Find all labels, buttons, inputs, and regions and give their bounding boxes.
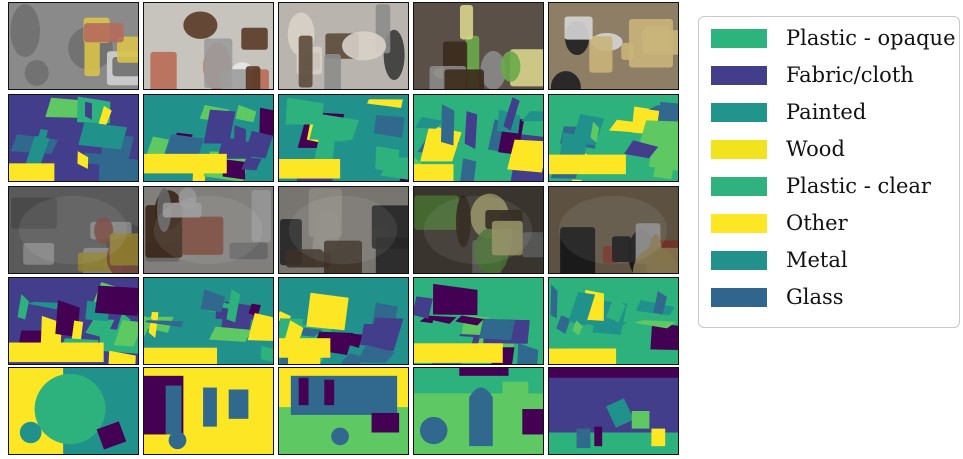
relit-photo-transparent-bag-scene	[8, 186, 139, 274]
legend-swatch	[711, 250, 767, 270]
material-segmentation-kitchen-counter-scene	[143, 277, 274, 365]
legend-item-plastic-clear: Plastic - clear	[711, 171, 931, 201]
material-segmentation-bottles-scene	[413, 94, 544, 182]
material-segmentation-backpack-scene	[548, 94, 679, 182]
input-photo-bottles-scene	[413, 2, 544, 90]
input-photo-transparent-bag-scene	[8, 2, 139, 90]
legend-label: Plastic - clear	[786, 174, 931, 198]
material-legend: Plastic - opaque Fabric/cloth Painted Wo…	[698, 16, 960, 328]
legend-label: Painted	[786, 100, 867, 124]
ground-truth-segmentation-kitchen-counter-scene	[143, 367, 274, 455]
legend-label: Fabric/cloth	[786, 63, 914, 87]
ground-truth-segmentation-transparent-bag-scene	[8, 367, 139, 455]
ground-truth-segmentation-shoe-rack-scene	[278, 367, 409, 455]
legend-swatch	[711, 28, 767, 48]
legend-label: Wood	[786, 137, 845, 161]
legend-swatch	[711, 102, 767, 122]
legend-item-plastic-opaque: Plastic - opaque	[711, 23, 956, 53]
input-photo-shoe-rack-scene	[278, 2, 409, 90]
relit-photo-kitchen-counter-scene	[143, 186, 274, 274]
material-segmentation-backpack-scene	[548, 277, 679, 365]
material-segmentation-kitchen-counter-scene	[143, 94, 274, 182]
legend-swatch	[711, 65, 767, 85]
input-photo-backpack-scene	[548, 2, 679, 90]
legend-item-wood: Wood	[711, 134, 845, 164]
relit-photo-backpack-scene	[548, 186, 679, 274]
material-segmentation-transparent-bag-scene	[8, 277, 139, 365]
legend-label: Metal	[786, 248, 848, 272]
material-segmentation-transparent-bag-scene	[8, 94, 139, 182]
material-segmentation-shoe-rack-scene	[278, 277, 409, 365]
legend-label: Glass	[786, 285, 844, 309]
legend-swatch	[711, 213, 767, 233]
legend-swatch	[711, 176, 767, 196]
ground-truth-segmentation-backpack-scene	[548, 367, 679, 455]
relit-photo-shoe-rack-scene	[278, 186, 409, 274]
legend-item-fabric-cloth: Fabric/cloth	[711, 60, 914, 90]
relit-photo-bottles-scene	[413, 186, 544, 274]
legend-item-metal: Metal	[711, 245, 848, 275]
legend-swatch	[711, 287, 767, 307]
material-segmentation-bottles-scene	[413, 277, 544, 365]
legend-item-other: Other	[711, 208, 848, 238]
legend-item-painted: Painted	[711, 97, 866, 127]
legend-label: Plastic - opaque	[786, 26, 956, 50]
input-photo-kitchen-counter-scene	[143, 2, 274, 90]
legend-item-glass: Glass	[711, 282, 844, 312]
image-grid	[8, 2, 679, 455]
legend-label: Other	[786, 211, 848, 235]
material-segmentation-shoe-rack-scene	[278, 94, 409, 182]
ground-truth-segmentation-bottles-scene	[413, 367, 544, 455]
legend-swatch	[711, 139, 767, 159]
